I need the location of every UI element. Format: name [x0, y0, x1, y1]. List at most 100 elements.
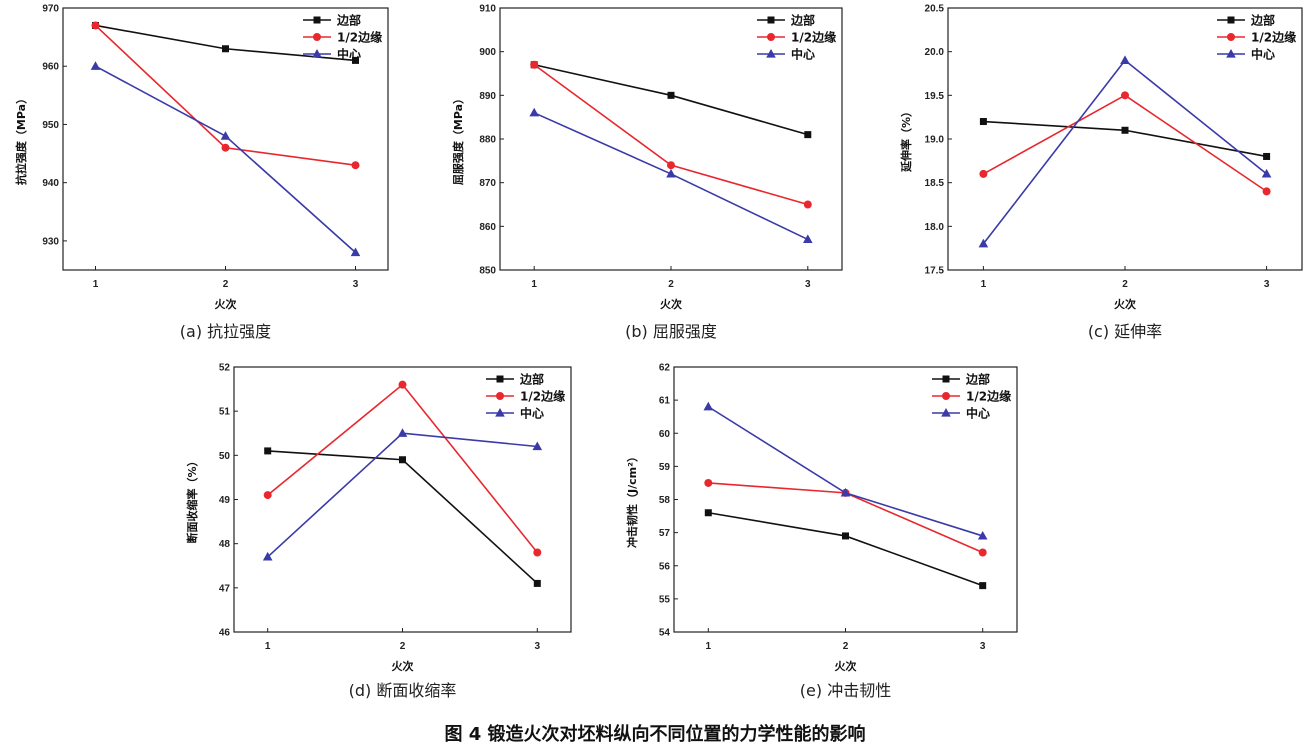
data-point — [264, 447, 272, 455]
data-point — [533, 548, 542, 557]
y-tick-label: 860 — [479, 222, 496, 233]
data-point — [1121, 91, 1129, 100]
legend-label: 中心 — [520, 406, 544, 421]
y-tick-label: 59 — [659, 462, 671, 473]
legend-marker — [766, 49, 776, 58]
series-line-0 — [267, 450, 538, 585]
legend-marker — [312, 49, 322, 58]
y-tick-label: 54 — [659, 628, 671, 639]
y-tick-label: 930 — [42, 236, 59, 247]
y-tick-label: 50 — [219, 451, 231, 462]
x-axis-label: 火次 — [215, 297, 237, 311]
legend-marker — [496, 375, 504, 383]
legend-label: 边部 — [965, 372, 990, 387]
data-point — [666, 168, 676, 178]
y-tick-label: 17.5 — [925, 266, 945, 277]
legend-label: 1/2边缘 — [966, 389, 1011, 404]
y-axis-label: 屈服强度（MPa） — [451, 93, 465, 185]
y-tick-label: 61 — [659, 396, 671, 407]
data-point — [704, 509, 712, 517]
data-point — [1120, 55, 1130, 64]
data-point — [667, 161, 675, 170]
data-point — [979, 169, 988, 178]
y-tick-label: 46 — [219, 628, 231, 639]
legend-marker — [313, 16, 321, 24]
legend-label: 边部 — [519, 372, 544, 387]
data-point — [1262, 187, 1271, 196]
x-tick-label: 1 — [265, 641, 271, 652]
data-point — [977, 530, 988, 540]
x-tick-label: 2 — [1122, 279, 1128, 290]
y-tick-label: 48 — [219, 539, 231, 550]
legend-label: 1/2边缘 — [520, 389, 565, 404]
series-line-1 — [533, 64, 809, 206]
data-point — [222, 45, 229, 53]
y-tick-label: 910 — [479, 4, 496, 15]
figure-title: 图 4 锻造火次对坯料纵向不同位置的力学性能的影响 — [444, 723, 865, 745]
legend-marker — [1227, 16, 1235, 24]
panel-caption: (c) 延伸率 — [1088, 322, 1162, 341]
x-axis-label: 火次 — [392, 659, 414, 673]
legend-label: 中心 — [791, 47, 815, 62]
y-tick-label: 900 — [479, 47, 496, 58]
y-axis-label: 抗拉强度（MPa） — [14, 93, 28, 185]
y-tick-label: 47 — [219, 583, 231, 594]
y-tick-label: 60 — [659, 429, 671, 440]
y-tick-label: 51 — [219, 407, 231, 418]
x-tick-label: 3 — [1264, 279, 1270, 290]
data-point — [350, 247, 361, 257]
data-point — [704, 478, 713, 487]
data-point — [533, 579, 541, 587]
legend-label: 边部 — [336, 13, 361, 28]
series-line-2 — [267, 432, 538, 558]
plot-frame — [947, 7, 1303, 271]
panel-caption: (d) 断面收缩率 — [349, 681, 457, 700]
legend-marker — [767, 33, 775, 41]
y-tick-label: 960 — [42, 62, 59, 73]
data-point — [221, 143, 230, 152]
y-tick-label: 950 — [42, 120, 59, 131]
legend-marker — [496, 392, 504, 400]
series-line-1 — [267, 383, 538, 554]
data-point — [352, 56, 359, 64]
data-point — [262, 551, 273, 561]
x-axis-label: 火次 — [1114, 297, 1136, 311]
series-line-2 — [982, 59, 1268, 245]
panel-caption: (e) 冲击韧性 — [800, 681, 891, 700]
legend-marker — [941, 408, 951, 417]
y-tick-label: 940 — [42, 178, 59, 189]
data-point — [351, 161, 360, 170]
legend-marker — [313, 33, 321, 41]
legend-marker — [495, 408, 505, 417]
y-tick-label: 49 — [219, 495, 231, 506]
data-point — [529, 107, 539, 117]
y-tick-label: 850 — [479, 266, 496, 277]
y-tick-label: 55 — [659, 594, 671, 605]
data-point — [842, 532, 849, 540]
data-point — [1121, 126, 1129, 134]
x-tick-label: 2 — [668, 279, 674, 290]
data-point — [1261, 168, 1272, 178]
data-point — [803, 234, 813, 244]
y-tick-label: 57 — [659, 528, 671, 539]
data-point — [979, 582, 987, 590]
panel-caption: (b) 屈服强度 — [625, 322, 717, 341]
x-axis-label: 火次 — [660, 297, 682, 311]
panel-caption: (a) 抗拉强度 — [180, 322, 271, 341]
x-tick-label: 2 — [843, 641, 849, 652]
legend-marker — [942, 375, 950, 383]
y-tick-label: 18.5 — [925, 178, 945, 189]
x-tick-label: 1 — [93, 279, 99, 290]
y-tick-label: 20.0 — [925, 47, 945, 58]
y-tick-label: 52 — [219, 363, 231, 374]
x-tick-label: 3 — [980, 641, 986, 652]
y-tick-label: 970 — [42, 4, 59, 15]
y-tick-label: 880 — [479, 135, 496, 146]
y-tick-label: 58 — [659, 495, 671, 506]
x-tick-label: 3 — [353, 279, 359, 290]
data-point — [978, 548, 987, 557]
chart-panel-c: 17.5 18.0 18.5 19.0 19.5 20.0 20.5 1 2 3 火次 延伸率（%） 边… — [899, 4, 1303, 341]
data-point — [979, 118, 987, 126]
chart-panel-e: 54 55 56 57 58 59 60 61 62 1 2 3 火次 冲击韧性（J/cm²） 边部 1/2边… — [625, 363, 1018, 700]
